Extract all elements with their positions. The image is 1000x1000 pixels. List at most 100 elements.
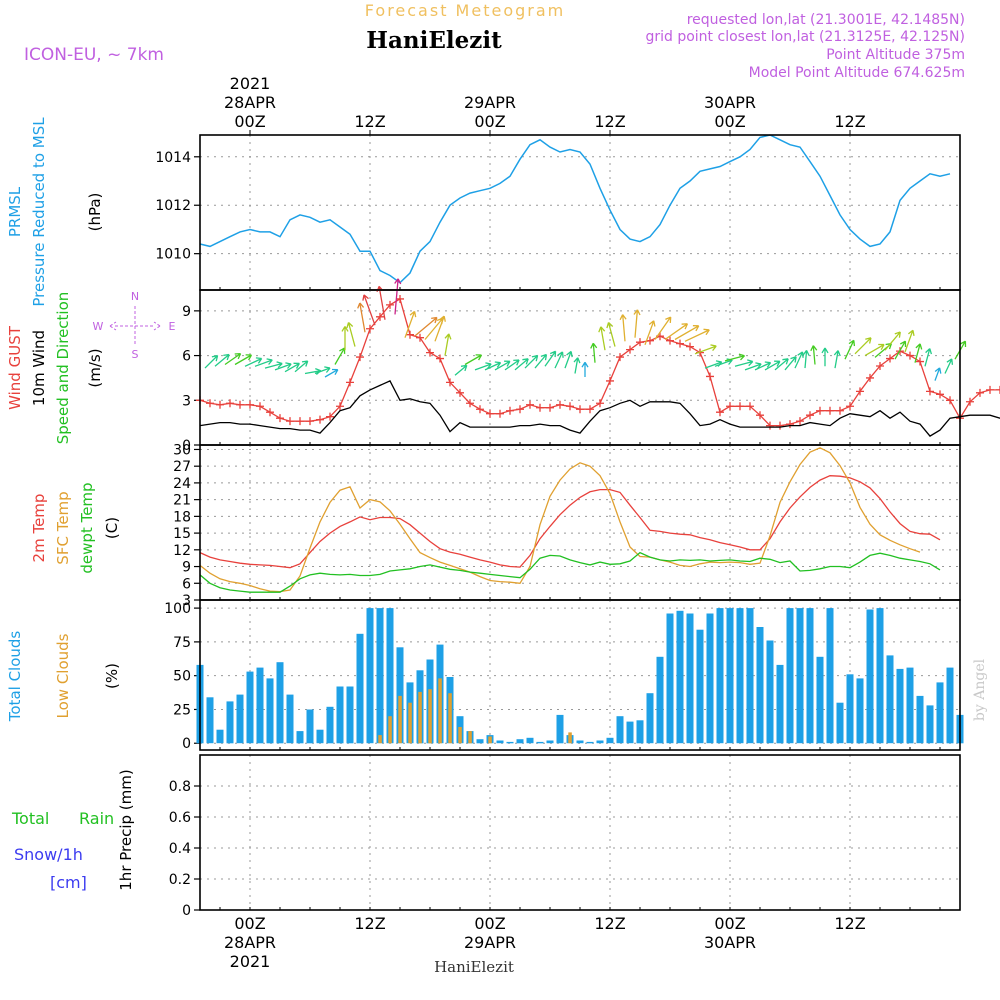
requested-coords: requested lon,lat (21.3001E, 42.1485N) <box>687 12 965 28</box>
wind-direction-arrow <box>934 367 942 381</box>
wind-gust-marker <box>736 402 744 411</box>
wind-direction-arrow <box>304 367 322 375</box>
wind-gust-marker <box>336 402 344 411</box>
total-cloud-bar <box>946 667 954 744</box>
wind-direction-arrow <box>264 361 283 369</box>
wind-gust-marker <box>846 402 854 411</box>
wind-gust-marker <box>726 402 734 411</box>
precip-ytick-label: 0.4 <box>169 841 191 857</box>
wind-direction-arrow <box>754 361 772 371</box>
wind-direction-arrow <box>644 320 656 346</box>
clouds-frame <box>199 599 961 751</box>
wind-direction-arrow <box>684 328 710 342</box>
total-cloud-bar <box>846 674 854 744</box>
wind-gust-marker <box>496 409 504 418</box>
pressure-axis-label: PRMSL <box>6 186 24 237</box>
total-cloud-bar <box>596 740 604 744</box>
temp-ytick-label: 21 <box>173 493 191 509</box>
total-cloud-bar <box>746 608 754 744</box>
wind-gust-marker <box>766 421 774 430</box>
compass-cross-icon <box>109 306 161 346</box>
wind-gust-line <box>199 297 1000 427</box>
wind-direction-arrow <box>414 316 438 337</box>
top-time-label: 12Z <box>594 112 625 131</box>
header: Forecast Meteogram HaniElezit ICON-EU, ~… <box>24 1 965 81</box>
total-cloud-bar <box>276 662 284 744</box>
wind-direction-arrow <box>581 361 589 377</box>
wind-direction-arrow <box>802 349 810 369</box>
low-cloud-bar <box>408 702 412 744</box>
total-cloud-bar <box>556 714 564 744</box>
wind-gust-marker <box>276 414 284 423</box>
wind-direction-arrow <box>484 361 502 371</box>
bottom-time-label: 12Z <box>834 914 865 933</box>
wind-direction-arrow <box>464 354 483 366</box>
temp-ytick-label: 9 <box>182 560 191 576</box>
wind-direction-arrow <box>734 359 754 367</box>
total-cloud-bar <box>836 702 844 744</box>
bottom-time-label: 00Z <box>714 914 745 933</box>
total-cloud-bar <box>356 633 364 744</box>
total-cloud-bar <box>896 668 904 744</box>
temp-axis-label: SFC Temp <box>54 491 72 564</box>
clouds-ytick-label: 75 <box>173 635 191 651</box>
wind-gust-marker <box>526 400 534 409</box>
total-cloud-bar <box>546 740 554 744</box>
wind-gust-marker <box>836 406 844 415</box>
wind-gust-marker <box>576 405 584 414</box>
footer-label: HaniElezit <box>434 958 514 976</box>
wind-direction-arrow <box>564 350 573 369</box>
wind-direction-arrow <box>234 354 253 366</box>
wind-ytick-label: 9 <box>182 304 191 320</box>
low-cloud-bar <box>448 693 452 744</box>
wind-gust-marker <box>566 402 574 411</box>
wind-direction-arrow <box>674 325 700 341</box>
total-cloud-bar <box>886 655 894 744</box>
wind-direction-arrow <box>854 337 872 355</box>
wind-direction-arrow <box>894 340 907 360</box>
watermark: by Angel <box>972 658 988 721</box>
wind-gust-marker <box>486 409 494 418</box>
wind-direction-arrow <box>944 358 954 374</box>
total-cloud-bar <box>246 671 254 744</box>
wind-gust-marker <box>616 353 624 362</box>
bottom-time-label: 12Z <box>594 914 625 933</box>
wind-direction-arrow <box>633 309 641 338</box>
total-cloud-bar <box>266 678 274 744</box>
wind-gust-marker <box>906 351 914 360</box>
wind-gust-marker <box>536 403 544 412</box>
wind-direction-arrow <box>664 323 689 341</box>
total-cloud-bar <box>616 716 624 744</box>
wind-gust-marker <box>366 324 374 333</box>
total-cloud-bar <box>676 610 684 744</box>
precip-unit-label: [cm] <box>50 873 87 892</box>
wind-direction-arrow <box>394 278 402 315</box>
wind-gust-marker <box>716 408 724 417</box>
wind-direction-arrow <box>844 339 856 360</box>
wind-direction-arrow <box>694 344 717 355</box>
wind-direction-arrow <box>884 331 901 351</box>
wind-gust-marker <box>286 417 294 426</box>
temp-ytick-label: 27 <box>173 459 191 475</box>
precip-ytick-label: 0.2 <box>169 872 191 888</box>
wind-direction-arrow <box>204 354 219 369</box>
wind-ytick-label: 6 <box>182 349 191 365</box>
total-cloud-bar <box>256 667 264 744</box>
wind-direction-arrow <box>606 322 616 347</box>
bottom-time-label: 2021 <box>230 952 271 971</box>
pressure-ytick-label: 1014 <box>155 150 191 166</box>
total-cloud-bar <box>726 608 734 744</box>
top-time-label: 2021 <box>230 74 271 93</box>
wind-gust-marker <box>516 405 524 414</box>
temp-frame <box>199 444 961 601</box>
temp-ytick-label: 30 <box>173 442 191 458</box>
wind-direction-arrow <box>324 368 339 378</box>
compass-west: W <box>93 320 104 333</box>
temp-ytick-label: 6 <box>182 576 191 592</box>
wind-speed-line <box>199 380 1000 437</box>
wind-direction-arrow <box>404 310 417 338</box>
wind-direction-arrow <box>294 360 309 373</box>
total-cloud-bar <box>316 729 324 744</box>
wind-gust-marker <box>456 388 464 397</box>
total-cloud-bar <box>226 701 234 744</box>
